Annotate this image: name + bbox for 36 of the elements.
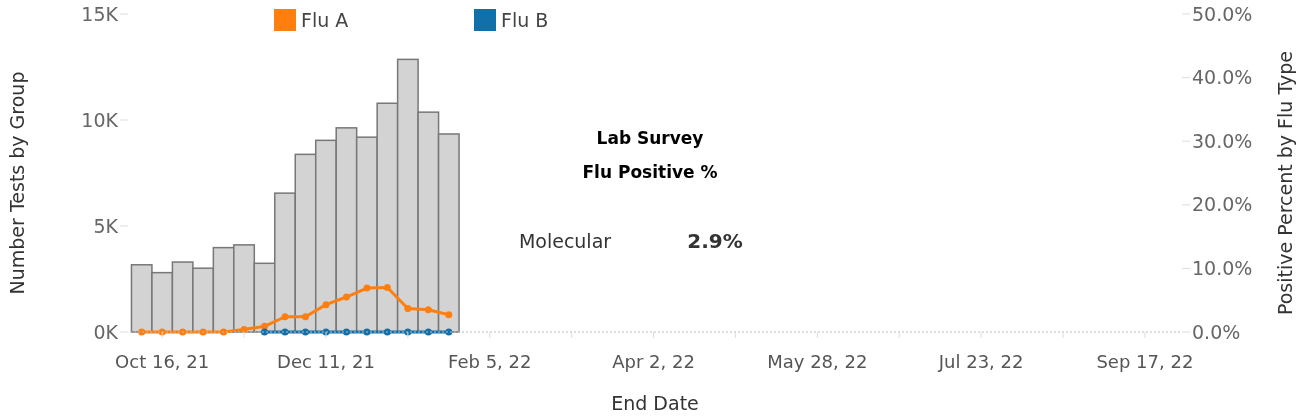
x-tick-label: Apr 2, 22 — [612, 351, 695, 372]
point — [342, 293, 350, 301]
point — [322, 301, 330, 309]
y2-tick-label: 40.0% — [1192, 66, 1253, 89]
y-tick-label: 15K — [81, 2, 119, 25]
point — [301, 313, 309, 321]
annotation: Lab Survey — [596, 128, 704, 148]
x-tick-label: May 28, 22 — [767, 351, 868, 372]
y-tick-label: 0K — [93, 320, 119, 343]
x-tick-label: Jul 23, 22 — [937, 351, 1024, 372]
point — [404, 304, 412, 312]
y2-tick-label: 20.0% — [1192, 193, 1253, 216]
x-tick-label: Oct 16, 21 — [115, 351, 210, 372]
point — [281, 313, 289, 321]
y2-tick-label: 50.0% — [1192, 2, 1253, 25]
point — [261, 322, 269, 330]
y-axis-title: Number Tests by Group — [6, 71, 28, 295]
point — [445, 311, 453, 319]
annotation: 2.9% — [687, 229, 743, 253]
y2-tick-label: 10.0% — [1192, 257, 1253, 280]
y2-axis-title: Positive Percent by Flu Type — [1274, 50, 1296, 316]
x-tick-label: Dec 11, 21 — [277, 351, 375, 372]
annotation: Flu Positive % — [582, 162, 718, 182]
y-tick-label: 10K — [81, 108, 119, 131]
x-tick-label: Feb 5, 22 — [448, 351, 532, 372]
x-tick-label: Sep 17, 22 — [1096, 351, 1194, 372]
point — [383, 283, 391, 291]
legend-label: Flu B — [501, 8, 549, 31]
x-axis-title: End Date — [611, 392, 699, 414]
annotation: Molecular — [518, 230, 612, 252]
point — [363, 284, 371, 292]
legend-label: Flu A — [301, 8, 349, 31]
y2-tick-label: 0.0% — [1192, 320, 1241, 343]
y2-tick-label: 30.0% — [1192, 129, 1253, 152]
point — [424, 306, 432, 314]
y-tick-label: 5K — [93, 214, 119, 237]
